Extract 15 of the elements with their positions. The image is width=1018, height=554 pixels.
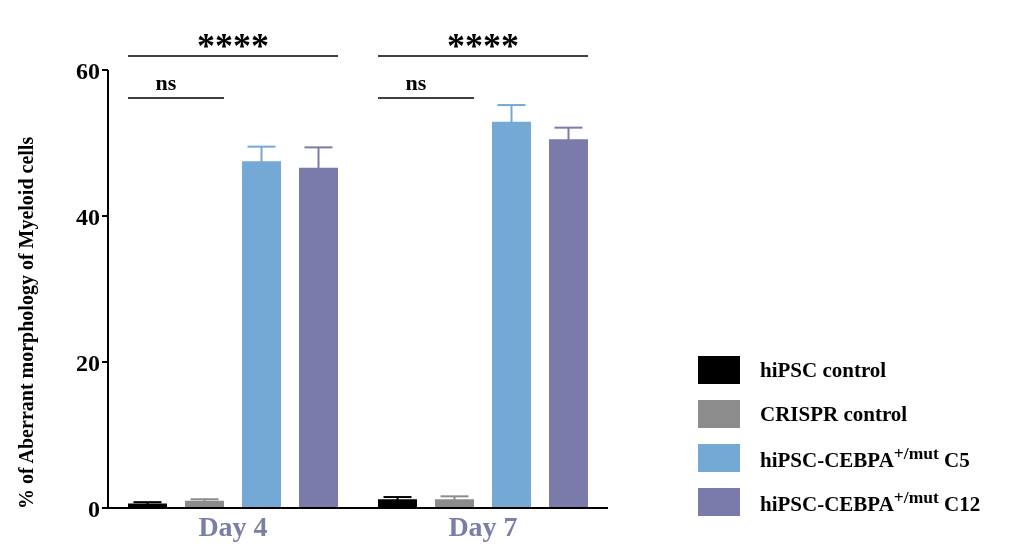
legend-label: hiPSC-CEBPA$^{+/mut}$ C12 bbox=[760, 487, 981, 517]
y-tick-label: 0 bbox=[88, 495, 100, 522]
text: **** bbox=[197, 26, 269, 66]
x-tick-label: Day 7 bbox=[448, 510, 518, 542]
y-axis-title: % of Aberrant morphology of Myeloid cells bbox=[15, 136, 39, 509]
annotation: ns bbox=[155, 70, 177, 95]
legend-label: hiPSC control bbox=[760, 357, 887, 383]
y-tick-label: 60 bbox=[76, 57, 100, 84]
legend-label: hiPSC-CEBPA$^{+/mut}$ C5 bbox=[760, 443, 970, 473]
legend-label: CRISPR control bbox=[760, 401, 908, 427]
annotation: ns bbox=[405, 70, 427, 95]
text: **** bbox=[447, 26, 519, 66]
y-tick-label: 40 bbox=[76, 203, 100, 230]
y-tick-label: 20 bbox=[76, 349, 100, 376]
x-tick-label: Day 4 bbox=[198, 510, 268, 542]
